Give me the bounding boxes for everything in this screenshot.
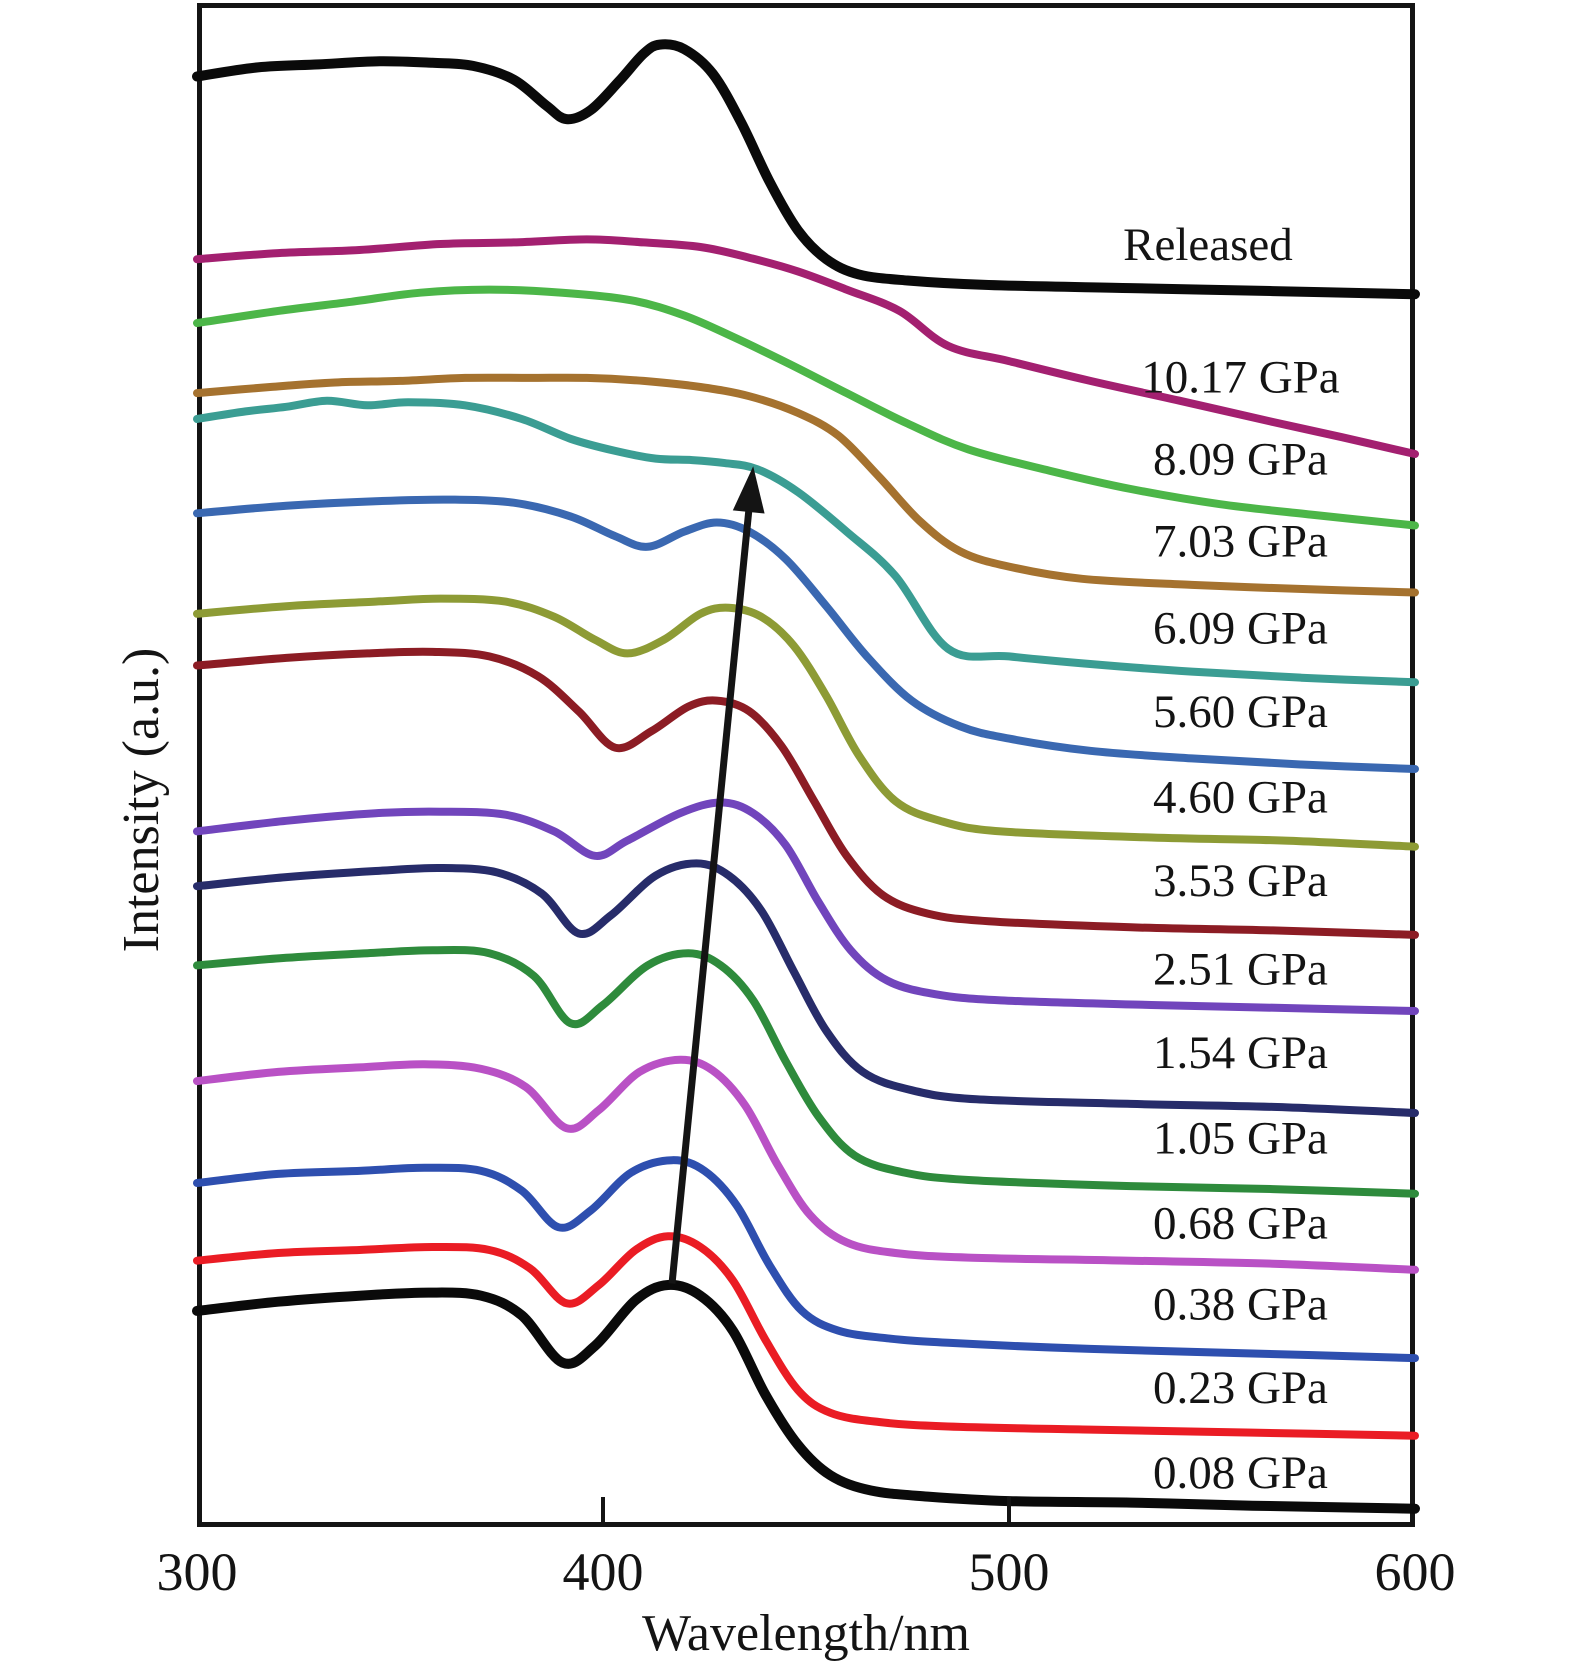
series-curve-1-54-gpa	[193, 859, 1419, 1117]
series-curve-6-09-gpa	[193, 396, 1419, 687]
series-label-0-23-gpa: 0.23 GPa	[1153, 1362, 1328, 1414]
series-curve-0-08-gpa	[192, 1279, 1420, 1514]
x-tick-label-600: 600	[1375, 1542, 1456, 1602]
series-labels: Released 10.17 GPa 8.09 GPa 7.03 GPa 6.09 GP…	[1123, 219, 1340, 1499]
series-curve-7-03-gpa	[193, 373, 1419, 597]
x-tick-label-400: 400	[563, 1542, 644, 1602]
series-curve-8-09-gpa	[193, 285, 1419, 530]
series-curve-0-38-gpa	[193, 1156, 1419, 1363]
series-curve-0-23-gpa	[193, 1232, 1419, 1440]
series-curve-5-60-gpa	[193, 495, 1419, 773]
arrow-head-icon	[732, 466, 765, 514]
series-label-10-17-gpa: 10.17 GPa	[1141, 351, 1340, 403]
x-tick-label-500: 500	[969, 1542, 1050, 1602]
series-label-6-09-gpa: 6.09 GPa	[1153, 602, 1328, 654]
peak-shift-arrow	[668, 466, 765, 1284]
series-label-0-38-gpa: 0.38 GPa	[1153, 1278, 1328, 1330]
series-label-1-54-gpa: 1.54 GPa	[1153, 1027, 1328, 1079]
series-curve-10-17-gpa	[193, 235, 1419, 458]
series-label-8-09-gpa: 8.09 GPa	[1153, 434, 1328, 486]
series-label-1-05-gpa: 1.05 GPa	[1153, 1112, 1328, 1164]
series-curve-0-68-gpa	[193, 1055, 1419, 1274]
series-label-2-51-gpa: 2.51 GPa	[1153, 943, 1328, 995]
series-label-0-68-gpa: 0.68 GPa	[1153, 1198, 1328, 1250]
x-axis-title: Wavelength/nm	[642, 1605, 970, 1662]
series-curve-2-51-gpa	[193, 798, 1419, 1015]
series-label-0-08-gpa: 0.08 GPa	[1153, 1447, 1328, 1499]
series-label-5-60-gpa: 5.60 GPa	[1153, 686, 1328, 738]
series-label-4-60-gpa: 4.60 GPa	[1153, 771, 1328, 823]
arrow-shaft	[668, 505, 753, 1284]
spectra-curves	[192, 39, 1420, 1514]
series-label-released: Released	[1123, 219, 1293, 271]
series-label-3-53-gpa: 3.53 GPa	[1153, 855, 1328, 907]
series-curve-released	[192, 39, 1420, 300]
series-label-7-03-gpa: 7.03 GPa	[1153, 516, 1328, 568]
x-tick-label-300: 300	[157, 1542, 238, 1602]
x-axis-ticks: 300 400 500 600	[157, 1497, 1456, 1602]
y-axis-title: Intensity (a.u.)	[113, 648, 170, 953]
series-curve-1-05-gpa	[193, 946, 1419, 1198]
